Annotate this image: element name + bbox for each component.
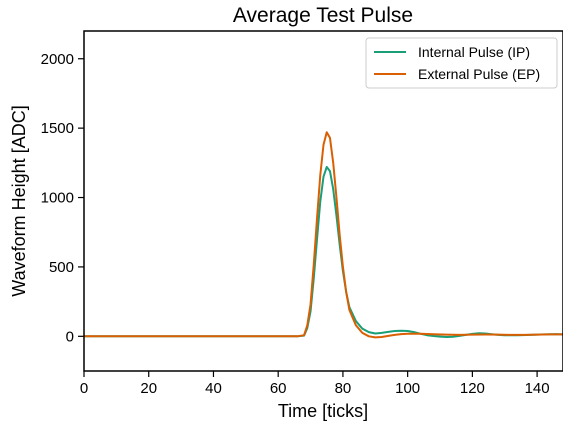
y-tick-label: 2000 — [41, 51, 74, 68]
x-axis: 0 20 40 60 80 100 120 140 — [80, 371, 550, 397]
y-tick-label: 1500 — [41, 120, 74, 137]
x-tick-label: 20 — [140, 380, 157, 397]
legend-box — [365, 37, 558, 89]
legend: Internal Pulse (IP) External Pulse (EP) — [365, 37, 558, 89]
plot-area — [84, 131, 563, 339]
legend-label-1: Internal Pulse (IP) — [418, 44, 530, 60]
x-tick-label: 100 — [395, 380, 420, 397]
chart-title: Average Test Pulse — [233, 4, 413, 27]
y-tick-label: 1000 — [41, 190, 74, 207]
x-tick-label: 140 — [525, 380, 550, 397]
y-tick-label: 0 — [66, 328, 74, 345]
series-line-2 — [84, 131, 563, 339]
series-line-1 — [84, 166, 563, 338]
y-tick-label: 500 — [49, 259, 74, 276]
legend-label-2: External Pulse (EP) — [418, 66, 540, 82]
x-axis-label: Time [ticks] — [278, 401, 368, 421]
x-tick-label: 60 — [270, 380, 287, 397]
y-axis-label: Waveform Height [ADC] — [9, 105, 29, 296]
x-tick-label: 120 — [460, 380, 485, 397]
x-tick-label: 40 — [205, 380, 222, 397]
y-axis: 0 500 1000 1500 2000 — [41, 51, 84, 345]
plot-frame — [83, 30, 563, 372]
x-tick-label: 0 — [80, 380, 88, 397]
x-tick-label: 80 — [335, 380, 352, 397]
